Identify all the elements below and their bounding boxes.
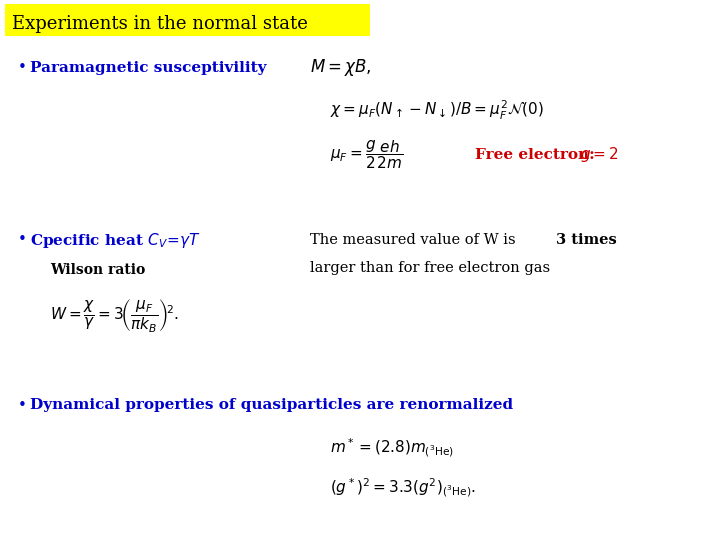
Text: •: • xyxy=(18,60,27,76)
Text: $(g^*)^2 = 3.3(g^2)_{(^3\mathrm{He})}.$: $(g^*)^2 = 3.3(g^2)_{(^3\mathrm{He})}.$ xyxy=(330,477,476,499)
Text: Free electron:: Free electron: xyxy=(475,148,600,162)
Text: 3 times: 3 times xyxy=(556,233,617,247)
Text: Paramagnetic susceptivility: Paramagnetic susceptivility xyxy=(30,61,266,75)
Text: $m^* = (2.8)m_{(^3\mathrm{He})}$: $m^* = (2.8)m_{(^3\mathrm{He})}$ xyxy=(330,437,454,459)
Text: Experiments in the normal state: Experiments in the normal state xyxy=(12,15,308,33)
Text: $\mathit{g}=2$: $\mathit{g}=2$ xyxy=(580,145,618,165)
Text: $\mu_F = \dfrac{g}{2}\dfrac{eh}{2m}$: $\mu_F = \dfrac{g}{2}\dfrac{eh}{2m}$ xyxy=(330,139,403,171)
Text: $\chi = \mu_F(N_{\uparrow} - N_{\downarrow})/B = \mu_F^2\mathcal{N}(0)$: $\chi = \mu_F(N_{\uparrow} - N_{\downarr… xyxy=(330,98,544,122)
Bar xyxy=(5,4,370,36)
Text: larger than for free electron gas: larger than for free electron gas xyxy=(310,261,550,275)
Text: The measured value of W is: The measured value of W is xyxy=(310,233,521,247)
Text: Cpecific heat $C_V\!=\!\gamma T$: Cpecific heat $C_V\!=\!\gamma T$ xyxy=(30,231,201,249)
Text: $M = \chi B,$: $M = \chi B,$ xyxy=(310,57,372,78)
Text: Wilson ratio: Wilson ratio xyxy=(50,263,145,277)
Text: $W = \dfrac{\chi}{\gamma} = 3\!\left(\dfrac{\mu_F}{\pi k_B}\right)^{\!2}.$: $W = \dfrac{\chi}{\gamma} = 3\!\left(\df… xyxy=(50,296,179,334)
Text: •: • xyxy=(18,397,27,413)
Text: •: • xyxy=(18,233,27,247)
Text: Dynamical properties of quasiparticles are renormalized: Dynamical properties of quasiparticles a… xyxy=(30,398,513,412)
